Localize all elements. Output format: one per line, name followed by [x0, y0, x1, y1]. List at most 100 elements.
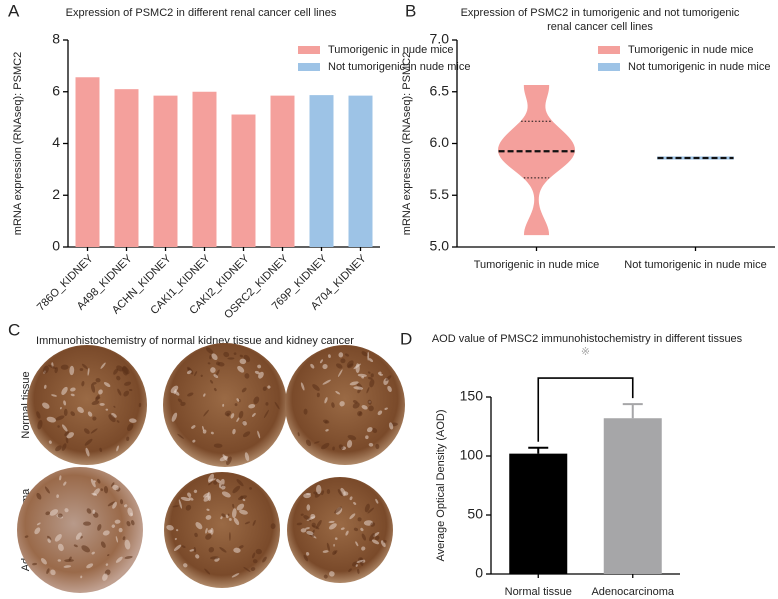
y-tick-label: 2	[52, 186, 60, 202]
row-label: Normal tissue	[20, 371, 32, 438]
tissue-texture	[324, 397, 328, 404]
tissue-texture	[361, 405, 368, 410]
tissue-texture	[300, 513, 304, 516]
panel-letter: B	[405, 1, 416, 20]
legend-swatch	[298, 63, 320, 71]
tissue-texture	[353, 386, 364, 390]
tissue-texture	[326, 542, 330, 551]
tissue-texture	[24, 535, 29, 538]
tissue-texture	[236, 398, 240, 402]
tissue-texture	[239, 509, 248, 515]
tissue-texture	[250, 567, 256, 571]
y-tick-label: 6.0	[430, 134, 450, 150]
tissue-texture	[216, 479, 221, 483]
tissue-texture	[263, 409, 269, 419]
tissue-texture	[229, 531, 231, 541]
y-tick-label: 5.0	[430, 238, 450, 254]
tissue-texture	[192, 439, 196, 443]
tissue-texture	[306, 492, 311, 495]
tissue-texture	[115, 536, 118, 543]
tissue-texture	[204, 568, 211, 575]
tissue-texture	[36, 411, 41, 419]
x-tick-label: Normal tissue	[505, 586, 572, 598]
tissue-texture	[274, 401, 280, 410]
panel-letter: C	[8, 320, 20, 339]
tissue-texture	[254, 370, 260, 375]
tissue-texture	[379, 373, 384, 376]
x-tick-label: Adenocarcinoma	[591, 586, 674, 598]
tissue-texture	[112, 484, 119, 491]
tissue-texture	[334, 506, 342, 514]
tissue-texture	[236, 417, 240, 422]
tissue-texture	[226, 413, 230, 417]
legend-label: Not tumorigenic in nude mice	[628, 61, 770, 73]
tissue-texture	[95, 394, 100, 402]
tissue-texture	[357, 568, 360, 574]
tissue-core	[285, 345, 405, 465]
tissue-texture	[367, 399, 372, 405]
tissue-texture	[303, 515, 310, 520]
tissue-texture	[233, 352, 237, 356]
tissue-texture	[102, 530, 110, 536]
bar	[509, 453, 568, 574]
tissue-texture	[322, 364, 328, 370]
tissue-texture	[47, 538, 51, 543]
tissue-texture	[338, 352, 344, 358]
y-tick-label: 6	[52, 82, 60, 98]
tissue-texture	[81, 363, 88, 370]
tissue-texture	[36, 492, 42, 500]
tissue-texture	[54, 366, 59, 374]
tissue-texture	[221, 491, 231, 498]
tissue-texture	[128, 388, 133, 392]
tissue-texture	[203, 393, 206, 397]
tissue-texture	[195, 554, 200, 559]
tissue-texture	[99, 402, 105, 406]
tissue-texture	[203, 492, 210, 498]
tissue-texture	[91, 400, 100, 406]
tissue-texture	[123, 390, 130, 397]
tissue-texture	[251, 412, 256, 417]
tissue-texture	[174, 537, 177, 541]
tissue-texture	[59, 406, 62, 410]
tissue-texture	[208, 478, 216, 482]
tissue-texture	[364, 503, 370, 513]
tissue-texture	[355, 541, 359, 547]
tissue-texture	[205, 514, 212, 520]
tissue-texture	[170, 385, 179, 394]
tissue-texture	[122, 365, 128, 376]
tissue-texture	[111, 524, 116, 528]
tissue-texture	[118, 527, 123, 533]
tissue-texture	[388, 422, 394, 430]
y-tick-label: 0	[475, 565, 483, 581]
chart-title: Expression of PSMC2 in tumorigenic and n…	[461, 7, 740, 19]
tissue-texture	[309, 519, 312, 522]
tissue-texture	[232, 485, 241, 494]
tissue-texture	[361, 351, 368, 357]
tissue-texture	[328, 354, 331, 358]
tissue-texture	[206, 508, 210, 511]
tissue-texture	[84, 438, 93, 446]
tissue-texture	[316, 392, 320, 398]
tissue-texture	[239, 358, 247, 365]
tissue-texture	[331, 402, 335, 408]
tissue-texture	[242, 421, 247, 426]
tissue-texture	[44, 486, 50, 494]
tissue-texture	[346, 440, 353, 448]
tissue-texture	[205, 533, 212, 540]
tissue-texture	[357, 373, 367, 377]
tissue-texture	[187, 392, 194, 397]
tissue-texture	[366, 427, 373, 433]
tissue-texture	[43, 384, 47, 389]
tissue-texture	[60, 364, 69, 370]
tissue-texture	[361, 546, 366, 551]
tissue-texture	[328, 523, 337, 530]
tissue-texture	[267, 385, 271, 389]
tissue-texture	[369, 533, 375, 542]
tissue-texture	[367, 507, 375, 514]
tissue-texture	[116, 365, 124, 372]
tissue-texture	[236, 479, 244, 487]
tissue-texture	[316, 484, 322, 495]
y-tick-label: 6.5	[430, 82, 450, 98]
tissue-texture	[248, 404, 256, 409]
